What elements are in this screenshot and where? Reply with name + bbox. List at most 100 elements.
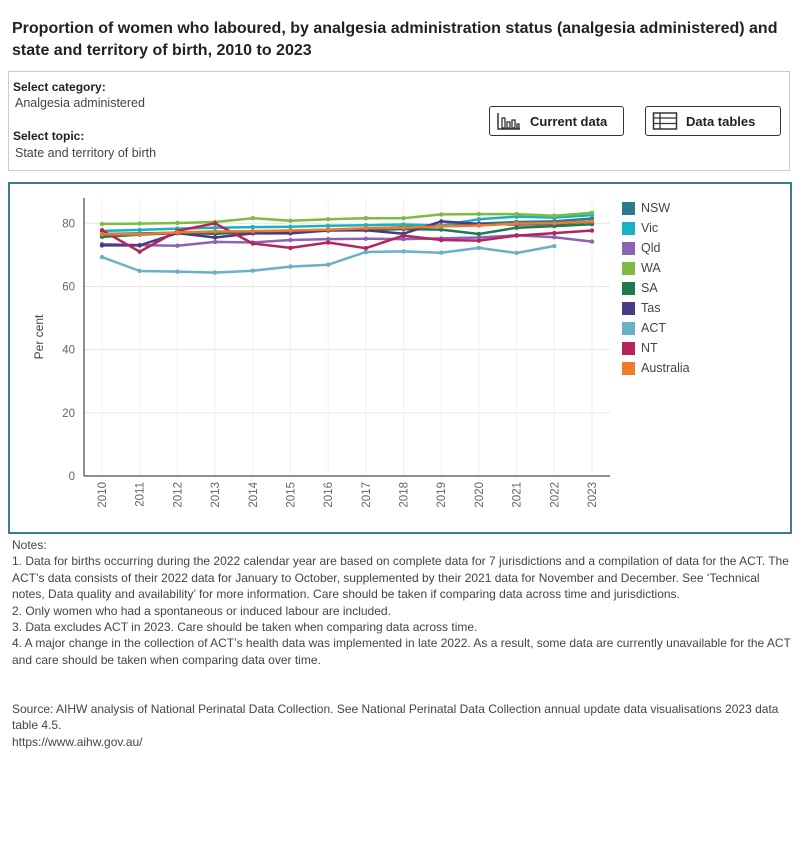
data-point-qld[interactable]	[288, 237, 293, 243]
legend-item-nt[interactable]: NT	[622, 338, 690, 358]
data-point-wa[interactable]	[325, 216, 331, 222]
data-point-australia[interactable]	[325, 227, 331, 232]
data-point-act[interactable]	[476, 245, 482, 251]
data-point-sa[interactable]	[476, 231, 482, 237]
data-point-nt[interactable]	[589, 228, 595, 233]
series-line-wa[interactable]	[100, 211, 594, 226]
data-point-wa[interactable]	[175, 220, 180, 226]
data-point-australia[interactable]	[476, 223, 482, 228]
data-point-australia[interactable]	[212, 229, 218, 234]
data-point-act[interactable]	[439, 250, 444, 255]
data-point-act[interactable]	[212, 270, 218, 275]
legend-item-tas[interactable]: Tas	[622, 298, 690, 318]
data-point-wa[interactable]	[476, 211, 482, 217]
data-point-qld[interactable]	[175, 243, 180, 248]
data-point-qld[interactable]	[212, 239, 218, 245]
data-point-wa[interactable]	[137, 221, 142, 226]
legend-label: ACT	[641, 321, 666, 335]
data-point-vic[interactable]	[288, 224, 293, 229]
data-point-nt[interactable]	[212, 221, 218, 226]
data-point-vic[interactable]	[476, 216, 482, 222]
data-point-australia[interactable]	[514, 221, 519, 226]
data-point-act[interactable]	[250, 268, 255, 273]
data-point-sa[interactable]	[514, 225, 519, 230]
data-point-act[interactable]	[363, 249, 369, 255]
data-point-australia[interactable]	[363, 226, 369, 231]
data-point-tas[interactable]	[439, 219, 444, 224]
data-point-act[interactable]	[99, 254, 105, 260]
source: Source: AIHW analysis of National Perina…	[12, 701, 792, 750]
data-point-nt[interactable]	[99, 228, 105, 233]
legend-item-qld[interactable]: Qld	[622, 238, 690, 258]
legend-item-sa[interactable]: SA	[622, 278, 690, 298]
data-point-australia[interactable]	[439, 224, 444, 229]
data-point-wa[interactable]	[288, 218, 293, 223]
data-point-vic[interactable]	[363, 222, 369, 228]
data-point-vic[interactable]	[137, 227, 142, 233]
source-url[interactable]: https://www.aihw.gov.au/	[12, 734, 143, 749]
series-line-australia[interactable]	[100, 220, 594, 236]
data-point-australia[interactable]	[99, 232, 105, 237]
data-point-wa[interactable]	[552, 213, 557, 218]
data-point-tas[interactable]	[212, 235, 218, 240]
data-point-qld[interactable]	[552, 234, 557, 240]
data-point-wa[interactable]	[439, 212, 444, 217]
series-line-nt[interactable]	[100, 222, 594, 253]
data-point-qld[interactable]	[476, 235, 482, 240]
data-point-act[interactable]	[137, 268, 142, 274]
data-point-australia[interactable]	[552, 221, 557, 226]
data-point-qld[interactable]	[325, 236, 331, 242]
data-point-australia[interactable]	[288, 228, 293, 233]
x-tick-label: 2011	[135, 482, 147, 507]
data-point-wa[interactable]	[363, 216, 369, 221]
category-select[interactable]: Analgesia administered	[15, 96, 145, 110]
data-point-tas[interactable]	[137, 243, 142, 248]
data-point-tas[interactable]	[99, 243, 105, 248]
legend-item-act[interactable]: ACT	[622, 318, 690, 338]
data-point-wa[interactable]	[99, 221, 105, 227]
data-point-australia[interactable]	[589, 219, 595, 224]
data-point-nt[interactable]	[137, 249, 142, 254]
data-tables-button[interactable]: Data tables	[645, 106, 781, 136]
legend-item-wa[interactable]: WA	[622, 258, 690, 278]
data-point-wa[interactable]	[401, 216, 406, 221]
data-point-wa[interactable]	[514, 211, 519, 217]
data-point-nt[interactable]	[476, 238, 482, 243]
data-point-australia[interactable]	[401, 225, 406, 230]
data-point-nt[interactable]	[439, 237, 444, 243]
data-point-nt[interactable]	[325, 240, 331, 245]
data-point-australia[interactable]	[137, 232, 142, 237]
data-point-act[interactable]	[401, 249, 406, 254]
legend-item-vic[interactable]: Vic	[622, 218, 690, 238]
data-point-nt[interactable]	[250, 241, 255, 246]
data-point-act[interactable]	[288, 264, 293, 269]
data-point-act[interactable]	[552, 243, 557, 249]
data-point-nt[interactable]	[363, 246, 369, 251]
data-point-qld[interactable]	[401, 236, 406, 242]
data-point-act[interactable]	[175, 269, 180, 274]
data-point-qld[interactable]	[363, 236, 369, 241]
data-point-nt[interactable]	[401, 233, 406, 238]
data-point-australia[interactable]	[175, 230, 180, 235]
chart-legend: NSW Vic Qld WA SA Tas ACT NT Australia	[622, 198, 690, 378]
data-point-nt[interactable]	[514, 233, 519, 238]
data-point-qld[interactable]	[589, 239, 595, 244]
data-point-wa[interactable]	[589, 210, 595, 216]
data-point-vic[interactable]	[401, 222, 406, 227]
topic-select[interactable]: State and territory of birth	[15, 146, 157, 160]
data-point-sa[interactable]	[439, 227, 444, 232]
legend-item-nsw[interactable]: NSW	[622, 198, 690, 218]
current-data-button[interactable]: Current data	[489, 106, 624, 136]
data-point-vic[interactable]	[325, 223, 331, 228]
data-point-australia[interactable]	[250, 228, 255, 234]
data-point-act[interactable]	[325, 262, 331, 267]
data-point-vic[interactable]	[250, 224, 255, 230]
data-point-nt[interactable]	[288, 245, 293, 251]
legend-swatch	[622, 241, 635, 255]
data-point-act[interactable]	[514, 250, 519, 256]
legend-item-australia[interactable]: Australia	[622, 358, 690, 378]
data-point-wa[interactable]	[250, 216, 255, 221]
y-tick-label: 0	[69, 471, 75, 483]
data-point-nt[interactable]	[552, 230, 557, 236]
data-point-vic[interactable]	[212, 225, 218, 230]
